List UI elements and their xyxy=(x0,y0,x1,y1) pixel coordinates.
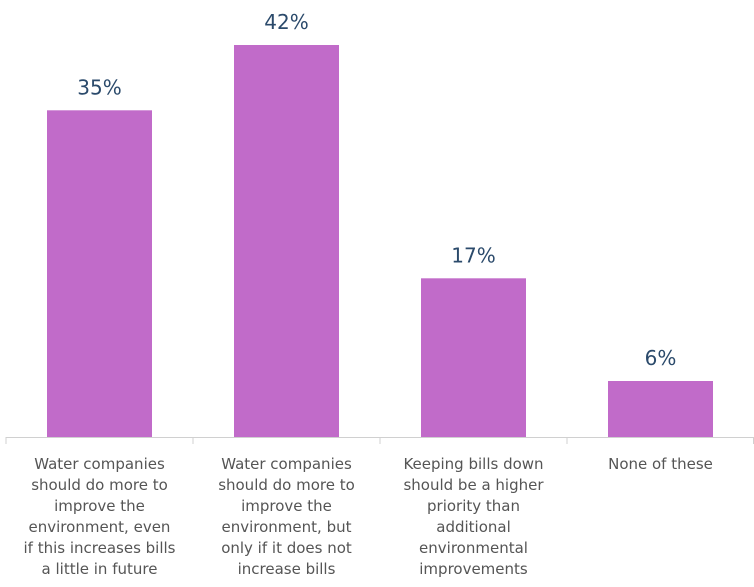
value-label-1: 35% xyxy=(77,75,121,99)
category-label-line: improve the xyxy=(241,497,332,515)
bar-1 xyxy=(47,110,152,438)
value-label-3: 17% xyxy=(451,243,495,267)
category-labels-group: Water companies should do more to improve … xyxy=(24,455,713,578)
bar-2 xyxy=(234,45,339,437)
category-label-1: Water companies should do more to improve … xyxy=(24,455,176,578)
category-label-line: only if it does not xyxy=(221,539,352,557)
category-label-line: environment, even xyxy=(29,518,171,536)
value-label-4: 6% xyxy=(645,346,677,370)
category-label-2: Water companies should do more to improve … xyxy=(218,455,355,578)
value-label-2: 42% xyxy=(264,10,308,34)
category-label-line: improve the xyxy=(54,497,145,515)
bar-4 xyxy=(608,381,713,437)
category-label-3: Keeping bills down should be a higher prio… xyxy=(403,455,544,578)
category-label-line: improvements xyxy=(419,560,528,578)
x-axis-ticks xyxy=(5,437,754,444)
category-label-line: None of these xyxy=(608,455,713,473)
category-label-line: a little in future xyxy=(42,560,158,578)
category-label-line: additional xyxy=(436,518,511,536)
category-label-line: Water companies xyxy=(34,455,165,473)
category-label-line: environment, but xyxy=(222,518,352,536)
value-labels-group: 35% 42% 17% 6% xyxy=(77,10,676,370)
category-label-line: Water companies xyxy=(221,455,352,473)
category-label-line: increase bills xyxy=(238,560,336,578)
category-label-line: if this increases bills xyxy=(24,539,176,557)
category-label-line: priority than xyxy=(427,497,520,515)
category-label-line: should be a higher xyxy=(403,476,544,494)
bar-3 xyxy=(421,278,526,437)
bars-group xyxy=(47,45,713,438)
category-label-line: should do more to xyxy=(31,476,168,494)
category-label-line: should do more to xyxy=(218,476,355,494)
category-label-4: None of these xyxy=(608,455,713,473)
category-label-line: Keeping bills down xyxy=(403,455,543,473)
category-label-line: environmental xyxy=(419,539,528,557)
